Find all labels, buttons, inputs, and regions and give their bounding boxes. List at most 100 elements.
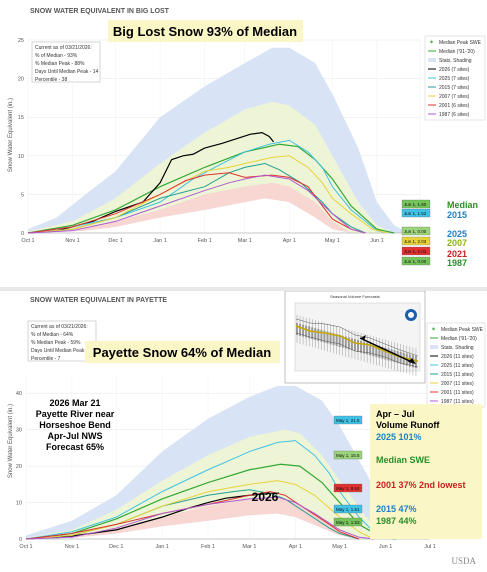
big-lost-swe-chart: SNOW WATER EQUIVALENT IN BIG LOST Snow W… bbox=[8, 8, 486, 268]
legend-item: 2025 (7 sites) bbox=[439, 76, 470, 82]
runoff-title: Apr – Jul bbox=[376, 409, 415, 419]
x-tick-label: Feb 1 bbox=[198, 238, 212, 244]
inset-box bbox=[335, 334, 338, 347]
info-line: Days Until Median Peak - 14 bbox=[35, 69, 99, 75]
y-tick-label: 20 bbox=[18, 77, 24, 83]
y-axis-label: Snow Water Equivalent (in.) bbox=[8, 404, 14, 478]
series-line-2025 bbox=[27, 139, 388, 234]
inset-box bbox=[350, 338, 353, 351]
legend-swatch bbox=[428, 58, 436, 62]
y-tick-label: 40 bbox=[16, 391, 22, 397]
chart-title: SNOW WATER EQUIVALENT IN BIG LOST bbox=[30, 8, 170, 15]
legend[interactable]: ✶ Median Peak SWE Median ('91-'20) Stats. S… bbox=[424, 35, 486, 121]
panel-separator bbox=[0, 287, 487, 291]
legend-item: 2025 (11 sites) bbox=[441, 363, 474, 369]
inset-box bbox=[296, 323, 298, 335]
y-axis-label: Snow Water Equivalent (in.) bbox=[8, 98, 14, 172]
legend-swatch bbox=[430, 345, 438, 349]
series-line-1987 bbox=[27, 174, 366, 234]
legend[interactable]: ✶ Median Peak SWE Median ('91-'20) Stats. S… bbox=[426, 322, 486, 408]
inset-box bbox=[311, 327, 314, 340]
y-tick-label: 0 bbox=[21, 231, 24, 237]
runoff-box: Apr – Jul Volume Runoff 2025 101% Median … bbox=[370, 404, 482, 539]
stats-shading-low bbox=[28, 182, 352, 233]
legend-item: 2001 (6 sites) bbox=[439, 103, 470, 109]
value-chip-label: Jun 1, 2.03 bbox=[404, 239, 427, 244]
inset-box bbox=[384, 347, 387, 360]
x-tick-label: Jun 1 bbox=[370, 238, 383, 244]
value-chip-label: Jun 1, 0.00 bbox=[404, 229, 427, 234]
x-tick-label: Apr 1 bbox=[283, 238, 296, 244]
inset-box bbox=[357, 340, 359, 352]
x-tick-label: Jul 1 bbox=[424, 544, 436, 550]
value-chip bbox=[401, 256, 431, 266]
y-tick-label: 15 bbox=[18, 115, 24, 121]
value-chip-label: Jun 1, 2.03 bbox=[404, 249, 427, 254]
inset-box bbox=[363, 341, 366, 354]
inset-box bbox=[360, 340, 363, 353]
headline: Payette Snow 64% of Median bbox=[93, 345, 271, 360]
inset-box bbox=[341, 335, 344, 348]
headline-background bbox=[85, 341, 280, 363]
legend-item: 2007 (7 sites) bbox=[439, 94, 470, 100]
year-label: Median bbox=[447, 200, 478, 210]
x-tick-label: Dec 1 bbox=[108, 238, 122, 244]
legend-item: 1987 (11 sites) bbox=[441, 399, 474, 405]
legend-item: 2026 (11 sites) bbox=[441, 354, 474, 360]
x-tick-label: Mar 1 bbox=[238, 238, 252, 244]
inset-box bbox=[338, 334, 341, 347]
series-line-2007 bbox=[27, 155, 388, 234]
inset-box bbox=[378, 345, 381, 358]
legend-item: 2001 (11 sites) bbox=[441, 390, 474, 396]
inset-forecast-chart: Seasonal Volume Forecasts bbox=[284, 290, 426, 384]
inset-box bbox=[308, 326, 311, 339]
trend-arrow bbox=[359, 337, 415, 364]
value-chip-label: May 1, 8.62 bbox=[336, 486, 360, 491]
value-chip bbox=[333, 504, 363, 514]
chart-title: SNOW WATER EQUIVALENT IN PAYETTE bbox=[30, 297, 167, 304]
legend-item: 1987 (6 sites) bbox=[439, 112, 470, 118]
legend-item: 2015 (7 sites) bbox=[439, 85, 470, 91]
value-chip-label: May 1, 15.5 bbox=[336, 453, 360, 458]
legend-item: Stats. Shading bbox=[439, 58, 472, 64]
plot-area: 0 10 20 30 40 Oct 1 Nov 1 Dec 1 Jan 1 Feb 1 Mar 1 A… bbox=[16, 375, 436, 550]
runoff-row: 2015 47% bbox=[376, 504, 417, 514]
runoff-title: Volume Runoff bbox=[376, 420, 440, 430]
y-tick-label: 10 bbox=[16, 501, 22, 507]
legend-item: 2015 (11 sites) bbox=[441, 372, 474, 378]
inset-box bbox=[305, 325, 308, 338]
year-label: 2007 bbox=[447, 238, 467, 248]
series-line-2001 bbox=[27, 172, 366, 234]
x-tick-label: Feb 1 bbox=[201, 544, 215, 550]
year-label: 2025 bbox=[447, 229, 467, 239]
y-tick-label: 5 bbox=[21, 192, 24, 198]
y-tick-label: 20 bbox=[16, 464, 22, 470]
inset-box bbox=[314, 328, 317, 341]
inset-box bbox=[317, 328, 320, 341]
forecast-line: 2026 Mar 21 bbox=[49, 398, 100, 408]
forecast-text: 2026 Mar 21 Payette River near Horseshoe… bbox=[36, 398, 115, 452]
runoff-row: 2025 101% bbox=[376, 432, 422, 442]
inset-box bbox=[299, 323, 302, 336]
value-chip-label: May 1, 1.53 bbox=[336, 520, 360, 525]
info-line: % Median Peak - 88% bbox=[35, 61, 85, 67]
inset-box bbox=[414, 356, 417, 369]
x-tick-label: Mar 1 bbox=[242, 544, 256, 550]
value-chip bbox=[401, 208, 431, 218]
info-line: % of Median - 93% bbox=[35, 53, 78, 59]
inset-box bbox=[393, 350, 396, 363]
x-tick-label: Nov 1 bbox=[65, 238, 79, 244]
info-line: % Median Peak - 59% bbox=[31, 340, 81, 346]
inset-box bbox=[387, 348, 390, 361]
inset-box bbox=[326, 331, 329, 344]
headline-background bbox=[108, 20, 303, 42]
stats-shading-p90 bbox=[26, 429, 404, 539]
legend-item: Median Peak SWE bbox=[439, 40, 482, 46]
big-lost-chart-panel: SNOW WATER EQUIVALENT IN BIG LOST Snow W… bbox=[8, 8, 486, 268]
label-2026: 2026 bbox=[252, 490, 279, 504]
x-tick-label: May 1 bbox=[325, 238, 340, 244]
value-chip bbox=[401, 226, 431, 236]
year-label: 2021 bbox=[447, 249, 467, 259]
legend-item: Median ('91-'20) bbox=[439, 49, 475, 55]
